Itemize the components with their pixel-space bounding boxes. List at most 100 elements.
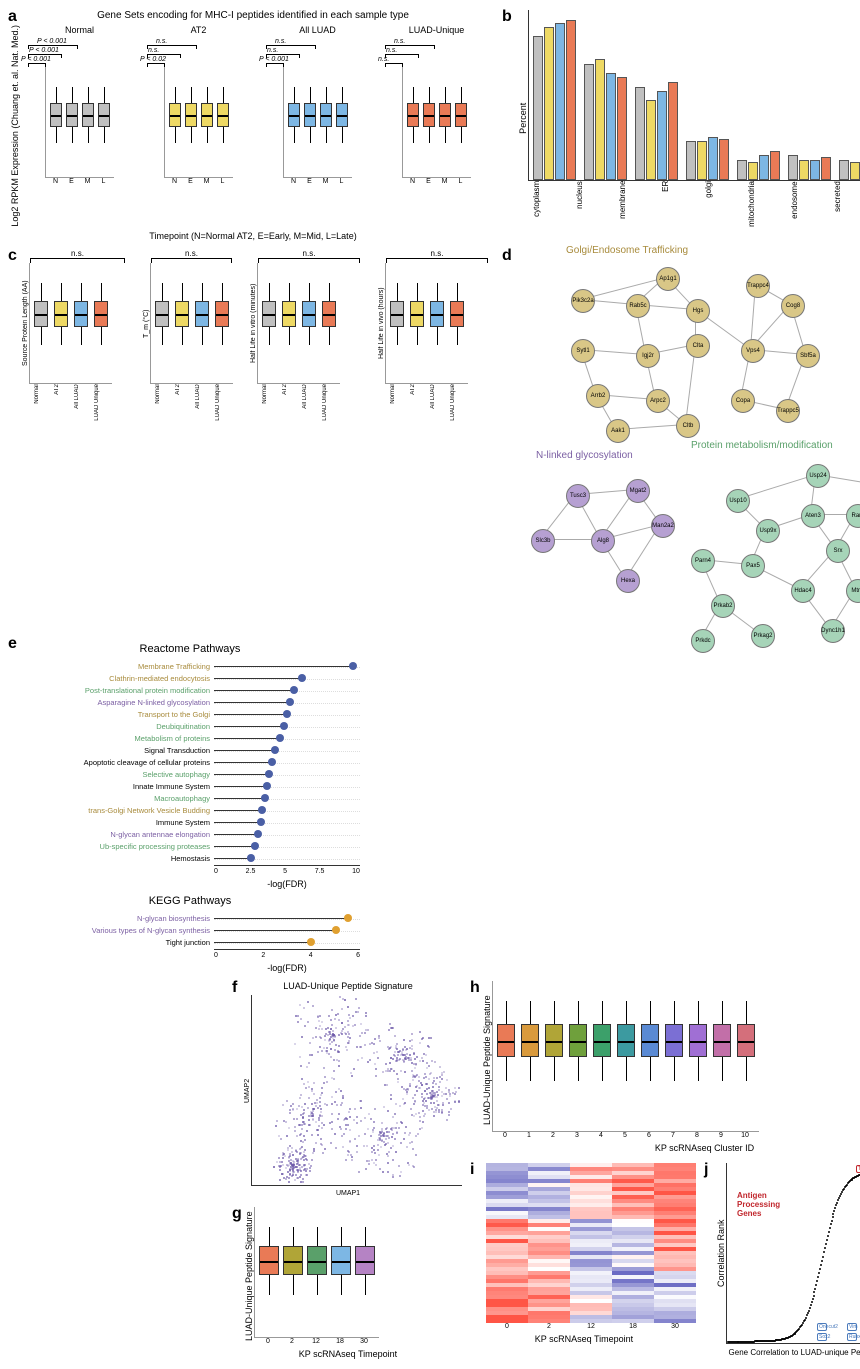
umap-point — [307, 1001, 309, 1003]
umap-point — [428, 1065, 430, 1067]
umap-point — [379, 1040, 381, 1042]
network-node: Pik3c2a — [571, 289, 595, 313]
umap-point — [432, 1086, 434, 1088]
network-node: Cltb — [676, 414, 700, 438]
umap-point — [312, 1037, 314, 1039]
bar — [770, 151, 780, 180]
umap-point — [284, 1155, 286, 1157]
umap-point — [434, 1061, 436, 1063]
umap-point — [428, 1037, 430, 1039]
umap-point — [439, 1076, 441, 1078]
network-node: Hgs — [686, 299, 710, 323]
umap-point — [411, 1141, 413, 1143]
umap-point — [311, 1134, 313, 1136]
umap-point — [403, 1061, 405, 1063]
umap-point — [300, 1018, 302, 1020]
umap-point — [358, 1007, 360, 1009]
umap-point — [299, 1056, 301, 1058]
umap-point — [335, 1147, 337, 1149]
panel-i: i 02121830 KP scRNAseq Timepoint — [472, 1163, 696, 1357]
bar — [821, 157, 831, 180]
umap-point — [354, 1108, 356, 1110]
panel-e: e Reactome PathwaysMembrane TraffickingC… — [10, 637, 496, 973]
cluster-title: Protein metabolism/modification — [691, 440, 833, 451]
umap-point — [326, 1052, 328, 1054]
umap-point — [302, 1141, 304, 1143]
umap-point — [331, 1121, 333, 1123]
umap-point — [304, 1025, 306, 1027]
pathway-label: Clathrin-mediated endocytosis — [20, 674, 214, 683]
umap-point — [377, 1149, 379, 1151]
umap-point — [379, 1137, 381, 1139]
umap-point — [355, 998, 357, 1000]
umap-point — [360, 1023, 362, 1025]
umap-point — [321, 1028, 323, 1030]
umap-point — [292, 1109, 294, 1111]
umap-point — [303, 1165, 305, 1167]
umap-point — [289, 1109, 291, 1111]
umap-point — [286, 1100, 288, 1102]
umap-point — [333, 1070, 335, 1072]
panel-a-ylabel: Log2 RPKM Expression (Chuang et. al. Nat… — [10, 25, 20, 227]
network-node: Trappc5 — [776, 399, 800, 423]
umap-point — [289, 1112, 291, 1114]
pathway-label: Selective autophagy — [20, 770, 214, 779]
umap-point — [368, 1163, 370, 1165]
pathway-label: Tight junction — [20, 938, 214, 947]
umap-point — [396, 1073, 398, 1075]
umap-point — [321, 1127, 323, 1129]
bar-group — [788, 155, 831, 180]
panel-d-label: d — [502, 247, 512, 265]
umap-point — [283, 1177, 285, 1179]
umap-point — [430, 1102, 432, 1104]
umap-point — [303, 1154, 305, 1156]
umap-point — [414, 1076, 416, 1078]
pathway-section-title: Reactome Pathways — [20, 643, 360, 655]
umap-point — [307, 1081, 309, 1083]
network-node: Man2a2 — [651, 514, 675, 538]
umap-point — [412, 1074, 414, 1076]
umap-point — [421, 1127, 423, 1129]
umap-point — [376, 1051, 378, 1053]
box — [689, 1001, 707, 1131]
bar-category-label: nucleus — [575, 181, 610, 227]
pathway-label: Hemostasis — [20, 854, 214, 863]
umap-point — [352, 1025, 354, 1027]
box — [155, 283, 169, 383]
umap-point — [387, 1155, 389, 1157]
bar — [544, 27, 554, 180]
umap-point — [300, 1140, 302, 1142]
panel-a: a Gene Sets encoding for MHC-I peptides … — [10, 10, 496, 241]
panel-c: c n.s.Source Protein Length (AA) NormalA… — [10, 249, 496, 629]
umap-point — [300, 1094, 302, 1096]
subplot: n.s.Half Life in vivo (hours) NormalAT2A… — [378, 249, 496, 421]
umap-point — [374, 1063, 376, 1065]
umap-point — [375, 1075, 377, 1077]
umap-point — [363, 1145, 365, 1147]
bar-category-label: secreted — [833, 181, 860, 227]
umap-point — [345, 1046, 347, 1048]
umap-point — [323, 1124, 325, 1126]
umap-point — [291, 1147, 293, 1149]
umap-point — [280, 1165, 282, 1167]
umap-point — [302, 1178, 304, 1180]
panel-j-sigmoid: Antigen Processing GenesPsmb8H2-K1Tap2B2… — [726, 1163, 860, 1344]
umap-point — [379, 1168, 381, 1170]
umap-point — [411, 1033, 413, 1035]
umap-point — [369, 1043, 371, 1045]
umap-point — [348, 1014, 350, 1016]
umap-point — [419, 1120, 421, 1122]
umap-point — [316, 1099, 318, 1101]
pathway-label: N-glycan antennae elongation — [20, 830, 214, 839]
umap-point — [312, 1005, 314, 1007]
xtick: 4 — [592, 1132, 610, 1139]
bar-category-label: cytoplasm — [532, 181, 567, 227]
umap-point — [392, 1159, 394, 1161]
umap-point — [403, 1088, 405, 1090]
umap-point — [349, 1116, 351, 1118]
subplot: n.s.Half Life in vitro (minutes) NormalA… — [250, 249, 368, 421]
umap-point — [276, 1120, 278, 1122]
umap-point — [388, 1131, 390, 1133]
lollipop-row: Signal Transduction — [20, 745, 360, 757]
panel-g-label: g — [232, 1205, 242, 1223]
